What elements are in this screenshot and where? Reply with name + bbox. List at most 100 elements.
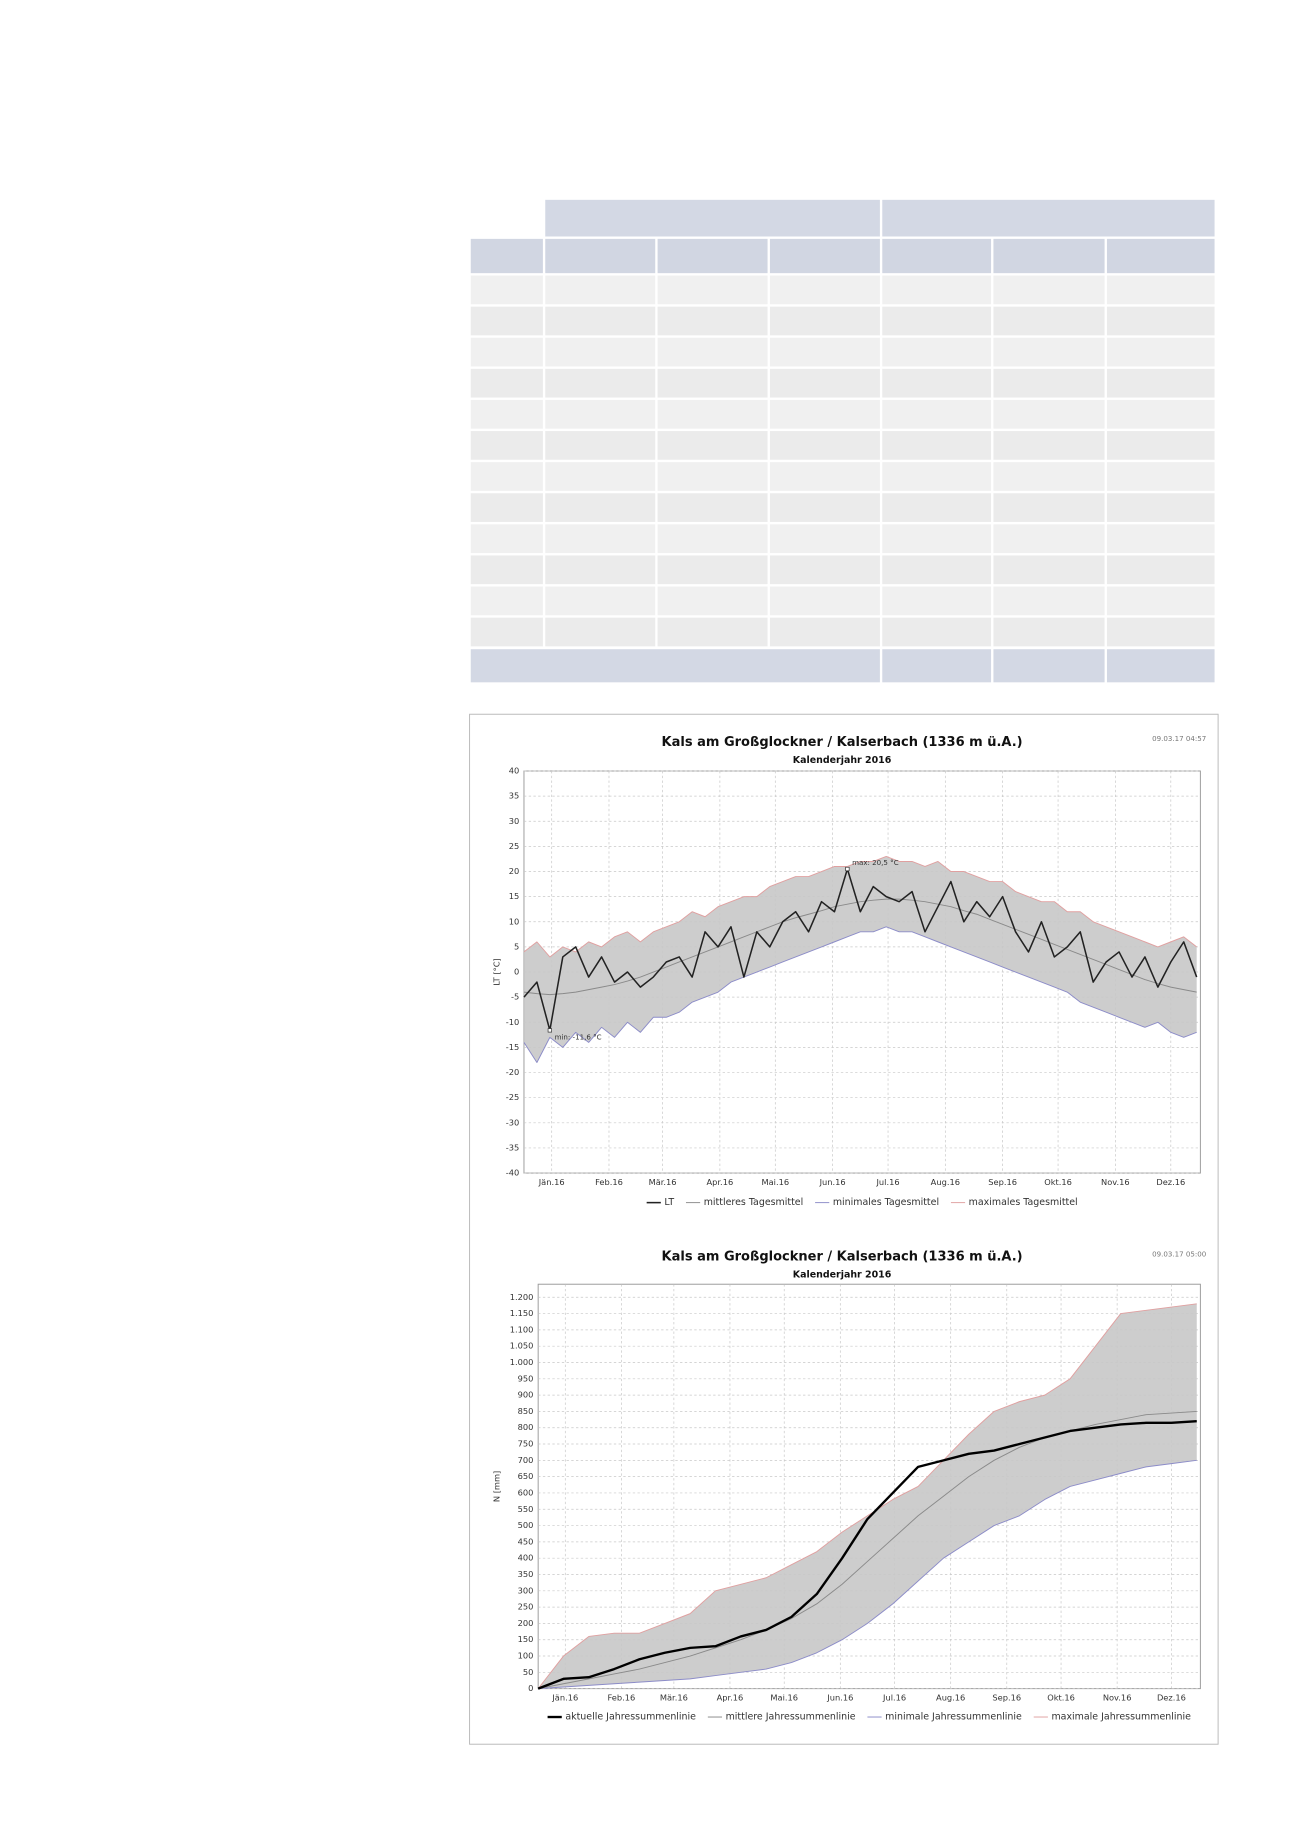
table-cell: [657, 555, 768, 585]
table-cell: [657, 524, 768, 554]
legend-label: aktuelle Jahressummenlinie: [565, 1712, 696, 1723]
y-tick-label: 25: [509, 841, 520, 851]
x-tick-label: Jul.16: [882, 1693, 906, 1703]
y-tick-label: -5: [511, 992, 519, 1002]
legend-label: maximale Jahressummenlinie: [1051, 1712, 1191, 1723]
table-cell: [882, 238, 992, 274]
table-cell: [882, 368, 992, 398]
legend-label: mittlere Jahressummenlinie: [726, 1712, 856, 1723]
table-cell: [993, 493, 1105, 522]
table-cell: [882, 586, 992, 616]
table-cell: [882, 199, 1215, 237]
annotation-marker: [845, 866, 850, 872]
table-cell: [657, 368, 768, 398]
table-cell: [769, 399, 880, 429]
table-cell: [882, 337, 992, 367]
table-cell: [1106, 368, 1215, 398]
chart-title: Kals am Großglockner / Kalserbach (1336 …: [662, 735, 1023, 750]
table-cell: [470, 306, 543, 336]
x-tick-label: Nov.16: [1103, 1693, 1132, 1703]
x-tick-label: Sep.16: [992, 1693, 1021, 1703]
y-tick-label: 950: [518, 1373, 534, 1383]
table-cell: [657, 493, 768, 522]
x-tick-label: Feb.16: [607, 1693, 635, 1703]
table-cell: [545, 399, 656, 429]
y-tick-label: 200: [518, 1618, 534, 1628]
x-tick-label: Jun.16: [819, 1177, 846, 1187]
y-tick-label: 1.100: [510, 1324, 534, 1334]
table-cell: [545, 368, 656, 398]
table-cell: [657, 399, 768, 429]
y-tick-label: 100: [518, 1651, 534, 1661]
x-tick-label: Dez.16: [1157, 1693, 1186, 1703]
y-tick-label: 600: [518, 1487, 534, 1497]
table-cell: [769, 555, 880, 585]
y-tick-label: 900: [518, 1390, 534, 1400]
table-cell: [1106, 649, 1215, 683]
table-cell: [545, 586, 656, 616]
table-cell: [882, 462, 992, 491]
legend-label: mittleres Tagesmittel: [704, 1197, 804, 1208]
table-cell: [470, 586, 543, 616]
x-tick-label: Mär.16: [649, 1177, 677, 1187]
chart-subtitle: Kalenderjahr 2016: [793, 755, 892, 766]
y-tick-label: 1.200: [510, 1292, 534, 1302]
table-cell: [657, 337, 768, 367]
table-cell: [545, 199, 880, 237]
table-cell: [1106, 586, 1215, 616]
series-line: [538, 1410, 1197, 1690]
y-tick-label: -30: [506, 1117, 520, 1127]
table-cell: [1106, 399, 1215, 429]
table-cell: [882, 431, 992, 460]
y-tick-label: 40: [509, 766, 520, 776]
y-tick-label: 550: [518, 1504, 534, 1514]
y-axis-label: LT [°C]: [491, 958, 501, 986]
y-tick-label: -15: [506, 1042, 520, 1052]
table-cell: [882, 617, 992, 647]
y-tick-label: 35: [509, 791, 520, 801]
y-tick-label: 50: [523, 1667, 534, 1677]
table-cell: [993, 462, 1105, 491]
x-tick-label: Dez.16: [1156, 1177, 1185, 1187]
x-tick-label: Okt.16: [1047, 1693, 1075, 1703]
y-tick-label: 1.150: [510, 1308, 534, 1318]
table-cell: [1106, 493, 1215, 522]
table-cell: [769, 337, 880, 367]
x-tick-label: Jän.16: [551, 1693, 578, 1703]
table-cell: [545, 493, 656, 522]
table-cell: [993, 306, 1105, 336]
table-cell: [1106, 306, 1215, 336]
table-cell: [1106, 337, 1215, 367]
table-cell: [470, 275, 543, 305]
table-cell: [470, 368, 543, 398]
table-cell: [993, 649, 1105, 683]
table-cell: [993, 368, 1105, 398]
table-cell: [657, 586, 768, 616]
table-cell: [993, 617, 1105, 647]
y-tick-label: 30: [509, 816, 520, 826]
table-cell: [657, 617, 768, 647]
y-tick-label: 500: [518, 1520, 534, 1530]
table-cell: [882, 399, 992, 429]
x-tick-label: Mai.16: [770, 1693, 798, 1703]
table-cell: [769, 306, 880, 336]
series-line: [537, 1303, 1197, 1689]
x-tick-label: Feb.16: [595, 1177, 623, 1187]
y-tick-label: 850: [518, 1406, 534, 1416]
range-band: [523, 856, 1197, 1063]
table-cell: [882, 524, 992, 554]
y-tick-label: 5: [514, 941, 519, 951]
y-tick-label: 0: [514, 967, 519, 977]
y-axis-label: N [mm]: [491, 1471, 501, 1502]
chart-title: Kals am Großglockner / Kalserbach (1336 …: [662, 1250, 1023, 1265]
table-cell: [993, 524, 1105, 554]
table-cell: [470, 399, 543, 429]
table-cell: [470, 524, 543, 554]
y-tick-label: 650: [518, 1471, 534, 1481]
table-cell: [545, 337, 656, 367]
table-cell: [545, 431, 656, 460]
x-tick-label: Jän.16: [538, 1177, 565, 1187]
y-tick-label: -25: [506, 1092, 520, 1102]
legend-label: maximales Tagesmittel: [969, 1197, 1078, 1208]
table-cell: [470, 649, 880, 683]
